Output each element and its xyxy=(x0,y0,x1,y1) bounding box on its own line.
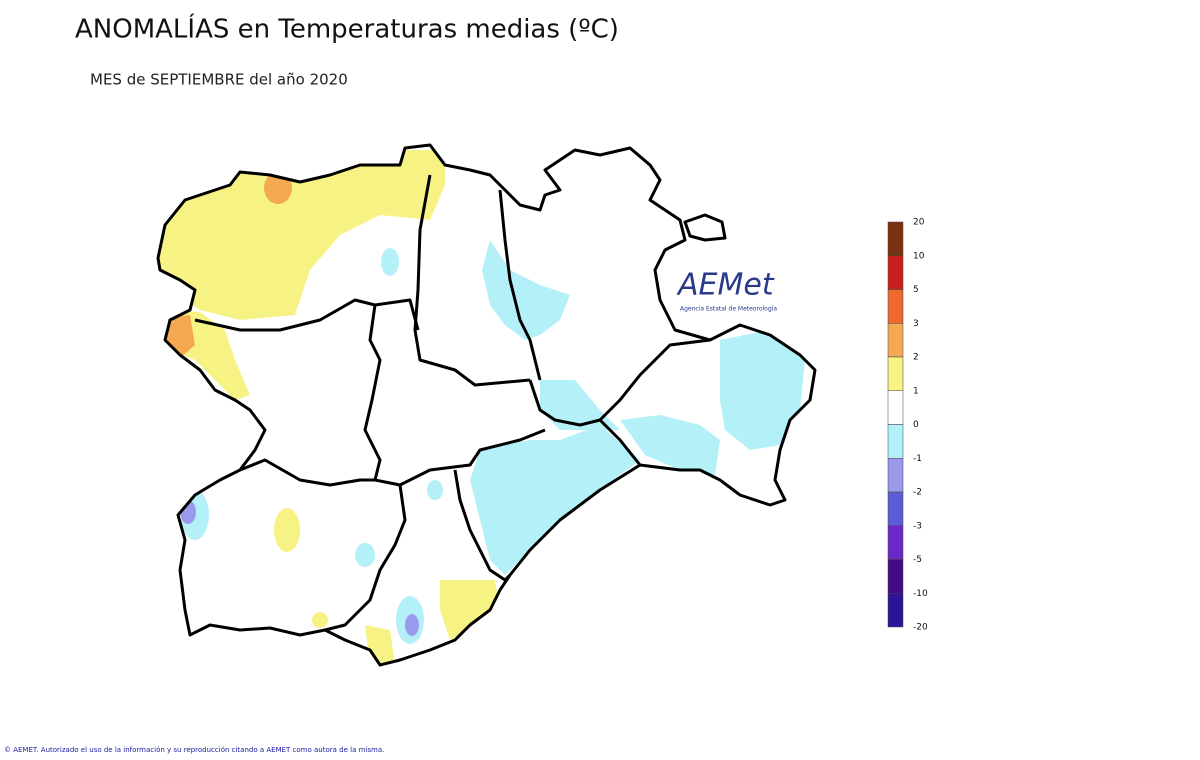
legend-tick-label: 10 xyxy=(913,251,925,261)
legend-swatch xyxy=(887,458,904,493)
legend-tick-label: -5 xyxy=(913,555,922,565)
footer: © AEMET. Autorizado el uso de la informa… xyxy=(4,746,384,754)
anomaly-fields xyxy=(158,145,815,665)
legend-swatch xyxy=(887,559,904,594)
legend-swatch xyxy=(887,221,904,256)
legend-swatch xyxy=(887,356,904,391)
legend-tick-label: -10 xyxy=(913,589,928,599)
legend-swatch xyxy=(887,491,904,526)
legend-swatch xyxy=(887,424,904,459)
title: ANOMALÍAS en Temperaturas medias (ºC) xyxy=(75,13,619,45)
legend-tick-label: -1 xyxy=(913,454,922,464)
province-borders xyxy=(156,143,817,667)
legend-swatch xyxy=(887,390,904,425)
subtitle: MES de SEPTIEMBRE del año 2020 xyxy=(90,71,348,89)
logo-caption: Agencia Estatal de Meteorología xyxy=(680,306,777,313)
legend-tick-label: 3 xyxy=(913,319,919,329)
legend-swatch xyxy=(887,255,904,290)
legend-tick-label: -3 xyxy=(913,521,922,531)
legend-tick-label: 2 xyxy=(913,353,919,363)
legend-swatch xyxy=(887,593,904,628)
legend-tick-label: -2 xyxy=(913,488,922,498)
legend-swatch xyxy=(887,525,904,560)
legend-tick-label: 20 xyxy=(913,218,925,228)
legend-tick-label: 5 xyxy=(913,285,919,295)
legend-tick-label: 1 xyxy=(913,386,919,396)
legend-tick-label: -20 xyxy=(913,623,928,633)
legend-tick-label: 0 xyxy=(913,420,919,430)
legend-swatch xyxy=(887,289,904,324)
logo-text: AEMet xyxy=(676,268,775,303)
legend-swatch xyxy=(887,323,904,358)
